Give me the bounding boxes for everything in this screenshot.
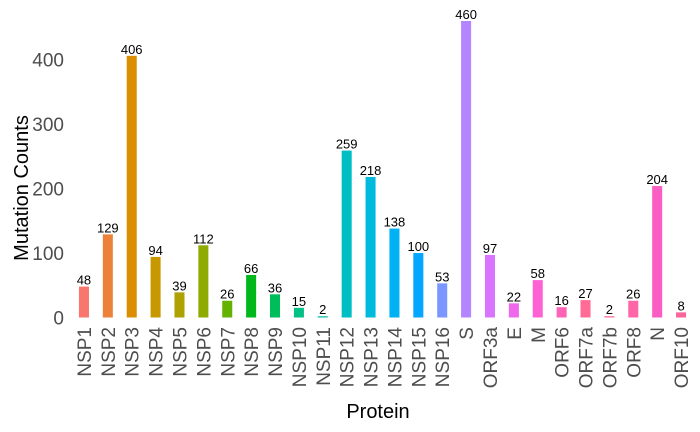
x-tick-label-nsp15: NSP15 <box>409 327 430 387</box>
bar-nsp6 <box>198 245 209 318</box>
bar-e <box>508 303 519 318</box>
x-tick-label-nsp8: NSP8 <box>242 327 263 377</box>
y-tick-label: 400 <box>32 51 64 72</box>
data-label-orf3a: 97 <box>483 241 497 256</box>
y-tick-label: 200 <box>32 180 64 201</box>
x-tick-label-nsp1: NSP1 <box>75 327 96 377</box>
bar-nsp4 <box>150 256 161 318</box>
bar-m <box>532 280 543 318</box>
bar-nsp15 <box>413 253 424 318</box>
x-axis: NSP1 NSP2 NSP3 NSP4 NSP5 NSP6 NSP7 NSP8 NSP9 NSP1… <box>75 327 693 389</box>
x-tick-label-e: E <box>505 327 526 340</box>
data-label-nsp6: 112 <box>193 231 214 246</box>
bar-n <box>652 186 663 318</box>
y-tick-label: 0 <box>53 309 64 330</box>
data-label-nsp7: 26 <box>220 287 234 302</box>
data-label-nsp8: 66 <box>244 261 258 276</box>
data-label-e: 22 <box>507 289 521 304</box>
data-label-orf10: 8 <box>677 298 684 313</box>
data-label-orf7a: 27 <box>578 286 592 301</box>
data-label-nsp15: 100 <box>407 239 429 254</box>
y-axis-title: Mutation Counts <box>11 115 33 261</box>
bar-nsp1 <box>78 286 89 318</box>
bar-nsp5 <box>174 292 185 318</box>
y-tick-label: 100 <box>32 244 64 265</box>
x-tick-label-nsp6: NSP6 <box>194 327 215 377</box>
data-label-nsp16: 53 <box>435 269 449 284</box>
x-tick-label-orf7a: ORF7a <box>577 327 598 389</box>
data-label-orf6: 16 <box>554 293 568 308</box>
bar-orf7b <box>604 316 615 318</box>
x-tick-label-orf10: ORF10 <box>672 327 693 388</box>
data-label-nsp9: 36 <box>268 280 282 295</box>
bar-orf7a <box>580 300 591 318</box>
bar-nsp13 <box>365 176 376 318</box>
data-label-nsp3: 406 <box>121 42 143 57</box>
bar-nsp12 <box>341 150 352 318</box>
x-tick-label-nsp3: NSP3 <box>123 327 144 377</box>
y-axis: 0 100 200 300 400 <box>32 51 64 330</box>
x-tick-label-orf6: ORF6 <box>553 327 574 378</box>
x-tick-label-nsp13: NSP13 <box>362 327 383 387</box>
x-tick-label-n: N <box>648 327 669 341</box>
data-label-nsp2: 129 <box>97 220 119 235</box>
x-tick-label-nsp12: NSP12 <box>338 327 359 387</box>
bar-nsp3 <box>126 55 137 318</box>
data-label-nsp10: 15 <box>292 294 306 309</box>
x-axis-title: Protein <box>346 401 409 423</box>
data-label-nsp11: 2 <box>319 302 326 317</box>
data-label-nsp1: 48 <box>77 273 91 288</box>
data-label-orf7b: 2 <box>606 302 613 317</box>
bar-orf10 <box>676 312 687 318</box>
data-label-s: 460 <box>455 7 477 22</box>
x-tick-label-orf3a: ORF3a <box>481 327 502 389</box>
bar-orf8 <box>628 300 639 318</box>
bar-nsp8 <box>246 274 257 318</box>
bar-s <box>461 21 472 318</box>
x-tick-label-nsp7: NSP7 <box>218 327 239 377</box>
data-label-nsp13: 218 <box>360 163 382 178</box>
bar-nsp7 <box>222 300 233 318</box>
x-tick-label-orf7b: ORF7b <box>600 327 621 388</box>
bar-nsp9 <box>270 294 281 318</box>
y-tick-label: 300 <box>32 115 64 136</box>
x-tick-label-nsp2: NSP2 <box>99 327 120 377</box>
x-tick-label-nsp16: NSP16 <box>433 327 454 387</box>
data-label-nsp12: 259 <box>336 137 358 152</box>
data-label-nsp4: 94 <box>148 243 162 258</box>
x-tick-label-nsp5: NSP5 <box>170 327 191 377</box>
bar-nsp14 <box>389 228 400 318</box>
data-label-n: 204 <box>646 172 668 187</box>
bar-nsp16 <box>437 283 448 318</box>
bar-nsp2 <box>102 234 113 318</box>
x-tick-label-nsp14: NSP14 <box>385 327 406 388</box>
data-label-nsp5: 39 <box>172 278 186 293</box>
bar-nsp10 <box>293 307 304 318</box>
bar-nsp11 <box>317 316 328 318</box>
x-tick-label-nsp9: NSP9 <box>266 327 287 377</box>
x-tick-label-nsp4: NSP4 <box>147 327 168 377</box>
x-tick-label-s: S <box>457 327 478 340</box>
data-label-nsp14: 138 <box>384 215 406 230</box>
x-tick-label-orf8: ORF8 <box>624 327 645 378</box>
bar-orf3a <box>484 254 495 318</box>
x-tick-label-m: M <box>529 327 550 343</box>
bar-orf6 <box>556 307 567 318</box>
data-label-orf8: 26 <box>626 287 640 302</box>
x-tick-label-nsp11: NSP11 <box>314 327 335 386</box>
x-tick-label-nsp10: NSP10 <box>290 327 311 387</box>
data-label-m: 58 <box>531 266 545 281</box>
